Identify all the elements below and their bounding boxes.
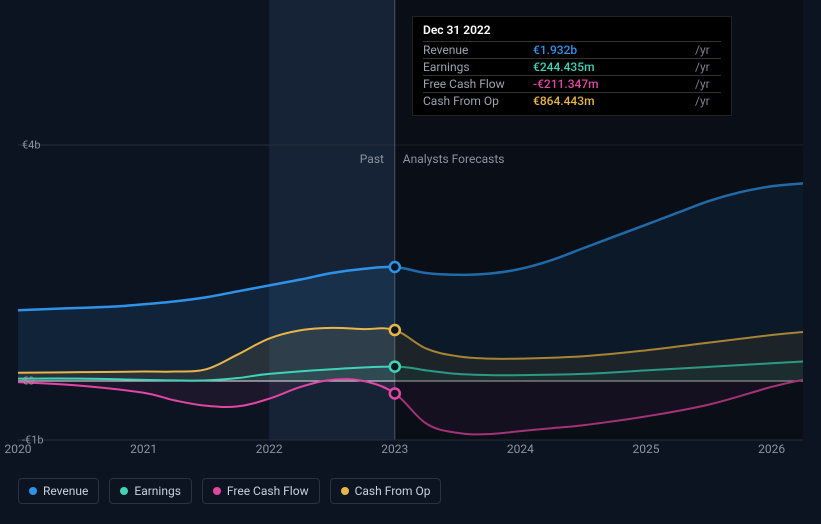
x-axis: 2020202120222023202420252026 (18, 442, 803, 462)
legend-dot-icon (341, 487, 349, 495)
tooltip-row-value: €244.435m (533, 59, 691, 76)
tooltip-row-label: Free Cash Flow (423, 76, 533, 93)
legend-label: Cash From Op (355, 484, 431, 498)
legend-item-revenue[interactable]: Revenue (18, 478, 99, 504)
tooltip-row: Cash From Op€864.443m/yr (423, 93, 721, 110)
y-tick-label: -€1b (22, 434, 44, 447)
forecast-label: Analysts Forecasts (403, 152, 505, 166)
tooltip-date: Dec 31 2022 (423, 23, 721, 41)
x-tick-label: 2025 (633, 442, 660, 456)
legend-dot-icon (120, 487, 128, 495)
tooltip: Dec 31 2022 Revenue€1.932b/yrEarnings€24… (412, 16, 732, 116)
tooltip-table: Revenue€1.932b/yrEarnings€244.435m/yrFre… (423, 41, 721, 109)
y-tick-label: €4b (22, 139, 41, 152)
tooltip-row-value: €1.932b (533, 42, 691, 59)
tooltip-row-unit: /yr (691, 59, 721, 76)
x-tick-label: 2022 (256, 442, 283, 456)
tooltip-row-label: Revenue (423, 42, 533, 59)
tooltip-row-unit: /yr (691, 42, 721, 59)
legend-label: Earnings (134, 484, 181, 498)
y-tick-label: €0 (22, 375, 34, 388)
marker-revenue (390, 262, 400, 272)
legend-label: Revenue (43, 484, 88, 498)
tooltip-row-label: Cash From Op (423, 93, 533, 110)
tooltip-row-unit: /yr (691, 93, 721, 110)
legend-item-earnings[interactable]: Earnings (109, 478, 192, 504)
marker-earnings (390, 362, 400, 372)
x-tick-label: 2023 (381, 442, 408, 456)
marker-cash_from_op (390, 325, 400, 335)
tooltip-row-label: Earnings (423, 59, 533, 76)
legend-item-cash_from_op[interactable]: Cash From Op (330, 478, 442, 504)
x-tick-label: 2026 (758, 442, 785, 456)
tooltip-row-value: -€211.347m (533, 76, 691, 93)
legend-dot-icon (213, 487, 221, 495)
x-tick-label: 2024 (507, 442, 534, 456)
tooltip-row-unit: /yr (691, 76, 721, 93)
legend-dot-icon (29, 487, 37, 495)
tooltip-row: Free Cash Flow-€211.347m/yr (423, 76, 721, 93)
legend: Revenue Earnings Free Cash Flow Cash From O… (18, 478, 441, 504)
tooltip-row: Earnings€244.435m/yr (423, 59, 721, 76)
legend-label: Free Cash Flow (227, 484, 309, 498)
tooltip-row: Revenue€1.932b/yr (423, 42, 721, 59)
x-tick-label: 2021 (130, 442, 157, 456)
tooltip-row-value: €864.443m (533, 93, 691, 110)
legend-item-free_cash_flow[interactable]: Free Cash Flow (202, 478, 320, 504)
marker-free_cash_flow (390, 388, 400, 398)
past-label: Past (360, 152, 384, 166)
